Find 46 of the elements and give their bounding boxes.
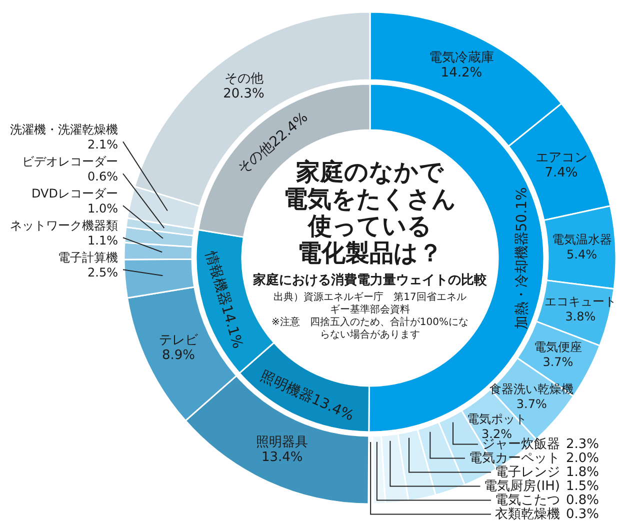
data-label: 1.1% — [88, 234, 118, 248]
slice-label: 電気冷蔵庫 — [428, 50, 494, 66]
slice-label: 電子レンジ — [495, 465, 560, 480]
slice-label: 電気温水器 — [552, 232, 612, 247]
slice-label: 電気ポット — [466, 412, 527, 426]
text: 家庭における消費電力量ウェイトの比較 — [252, 272, 488, 288]
slice-label: エアコン — [535, 150, 588, 166]
slice-label: その他 — [224, 72, 264, 87]
text: 家庭のなかで電気をたくさん使っている電化製品は？ — [284, 158, 456, 267]
slice-label: 電気便座 — [534, 340, 582, 354]
slice-label: テレビ — [158, 332, 199, 348]
data-label: 1.5% — [566, 479, 600, 494]
slice-label: 衣類乾燥機 — [495, 507, 560, 522]
slice-label: ビデオレコーダー — [22, 154, 118, 169]
data-label: 2.1% — [88, 138, 118, 152]
slice-label: 洗濯機・洗濯乾燥機 — [10, 122, 118, 137]
data-label: 2.5% — [88, 266, 118, 280]
slice-label: DVDレコーダー — [32, 186, 118, 201]
data-label: 20.3% — [223, 86, 264, 102]
slice-label: 情報機器14.1% — [202, 248, 246, 350]
data-label: 13.4% — [261, 450, 303, 465]
slice-label: 電気厨房(IH) — [484, 478, 560, 494]
data-label: 5.4% — [566, 248, 598, 262]
slice-label: 加熱・冷却機器50.1% — [514, 187, 530, 330]
data-label: 3.7% — [516, 396, 547, 411]
slice-label: 電気こたつ — [495, 493, 560, 508]
data-label: 2.0% — [566, 451, 600, 466]
data-label: 0.8% — [566, 493, 600, 508]
data-label: 0.3% — [566, 507, 600, 522]
source-note: 出典）資源エネルギー庁 第17回省エネルギー基準部会資料 — [274, 291, 466, 316]
data-label: 3.7% — [542, 355, 574, 370]
slice-label: エコキュート — [544, 294, 616, 309]
slice-label: ネットワーク機器類 — [10, 218, 118, 233]
text: ※注意 四捨五入のため、合計が100%にならない場合があります — [272, 316, 468, 340]
slice-label: 照明器具 — [256, 434, 308, 450]
data-label: 3.8% — [565, 310, 596, 324]
slice-label: ジャー炊飯器 — [482, 437, 560, 452]
data-label: 14.2% — [440, 66, 482, 81]
data-label: 0.6% — [88, 170, 118, 184]
data-label: 7.4% — [544, 166, 578, 181]
data-label: 8.9% — [162, 348, 195, 363]
data-label: 1.8% — [566, 465, 600, 480]
data-label: 2.3% — [566, 437, 600, 452]
slice-label: 電気カーペット — [469, 451, 560, 466]
data-label: 1.0% — [88, 202, 118, 216]
slice-label: 電子計算機 — [58, 250, 118, 265]
